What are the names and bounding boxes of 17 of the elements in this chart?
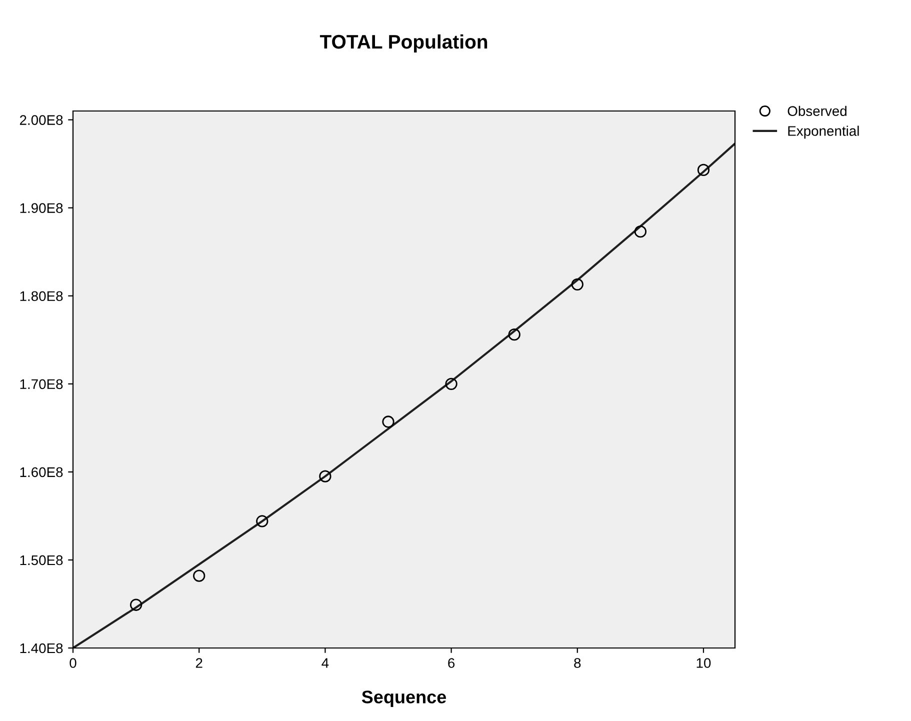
y-tick-label: 2.00E8: [20, 115, 63, 125]
x-tick-label: 8: [574, 658, 581, 668]
y-tick-label: 1.70E8: [20, 379, 63, 390]
x-tick-label: 6: [448, 658, 455, 668]
legend-label: Observed: [788, 106, 846, 116]
x-tick-label: 0: [70, 658, 76, 668]
y-tick-label: 1.80E8: [20, 291, 63, 302]
chart-title: TOTAL Population: [320, 34, 488, 53]
x-tick-label: 2: [196, 658, 202, 668]
y-tick-label: 1.60E8: [20, 467, 63, 478]
x-axis-title: Sequence: [362, 690, 446, 707]
x-tick-label: 10: [696, 658, 711, 668]
y-tick-label: 1.40E8: [20, 643, 63, 654]
legend-label: Exponential: [788, 126, 859, 139]
y-tick-label: 1.90E8: [20, 203, 63, 214]
y-tick-label: 1.50E8: [20, 555, 63, 566]
x-tick-label: 4: [322, 658, 329, 668]
